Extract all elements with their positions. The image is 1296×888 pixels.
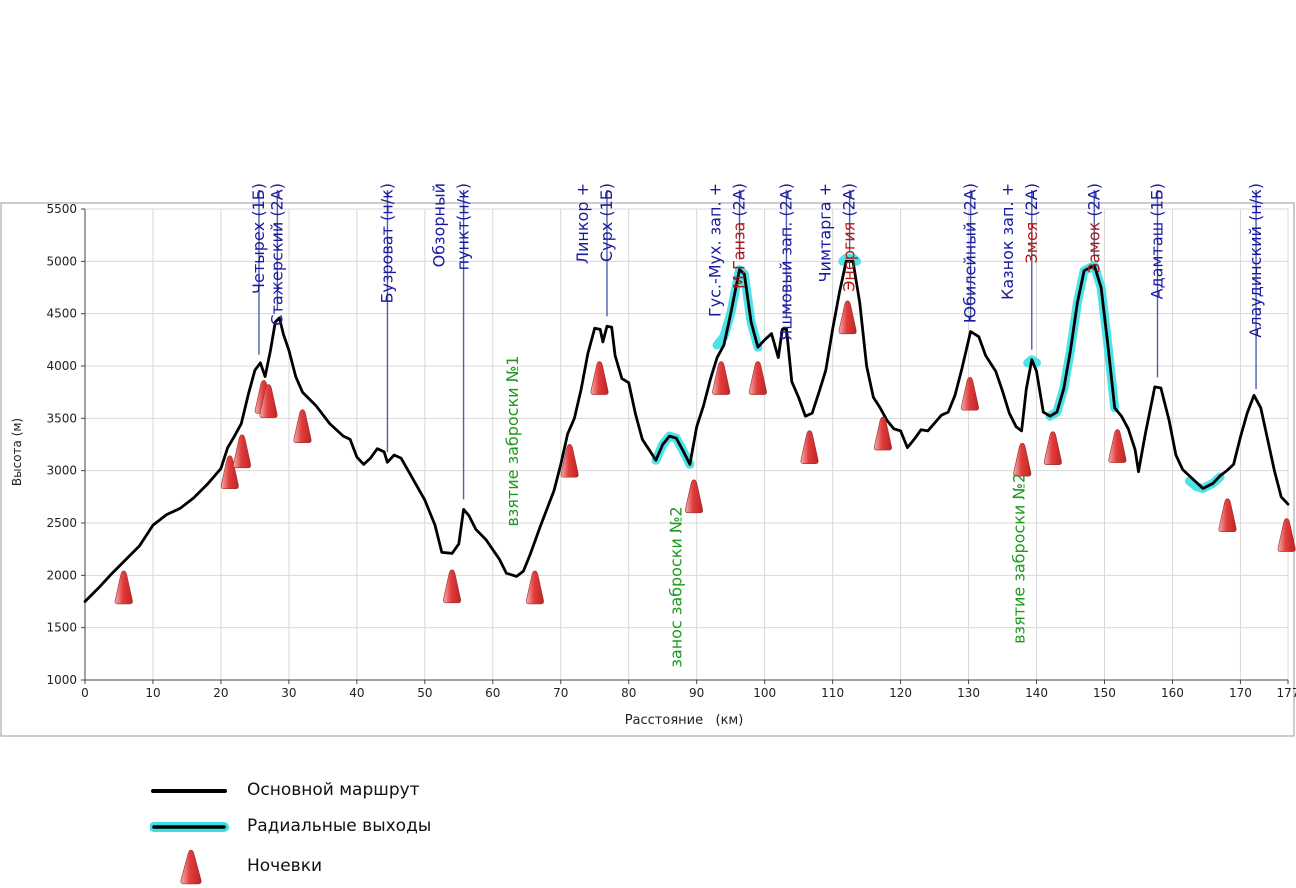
camp-marker bbox=[1043, 431, 1062, 465]
main-route bbox=[83, 259, 1290, 603]
camp-marker bbox=[748, 361, 767, 395]
legend-camp-icon bbox=[180, 849, 202, 885]
pass-pointers bbox=[258, 190, 1257, 500]
y-tick-label: 2000 bbox=[46, 568, 77, 582]
y-tick-label: 3500 bbox=[46, 411, 77, 425]
legend-item-route bbox=[150, 780, 230, 800]
x-tick-label: 20 bbox=[213, 686, 228, 700]
cache-annotation: взятие заброски №2 bbox=[1010, 473, 1029, 644]
x-tick-label: 100 bbox=[753, 686, 776, 700]
pass-label: Четырех (1Б) bbox=[249, 183, 268, 294]
y-tick-label: 1000 bbox=[46, 673, 77, 687]
camp-marker bbox=[590, 361, 609, 395]
y-tick-label: 4500 bbox=[46, 307, 77, 321]
pass-label: Энергия (2А) bbox=[840, 183, 859, 292]
camp-marker bbox=[838, 300, 857, 335]
camp-marker bbox=[259, 384, 278, 418]
camps bbox=[114, 300, 1296, 605]
y-tick-label: 1500 bbox=[46, 621, 77, 635]
pass-label: Стажерский (2А) bbox=[267, 183, 286, 326]
camp-marker bbox=[873, 416, 892, 451]
camp-marker bbox=[293, 409, 312, 444]
legend-glow-line-swatch bbox=[150, 822, 229, 832]
cache-annotations: взятие заброски №1 занос заброски №2 взяти… bbox=[503, 356, 1028, 668]
x-tick-label: 0 bbox=[81, 686, 89, 700]
x-tick-label: 30 bbox=[281, 686, 296, 700]
pass-label: Яшмовый зап. (2А) bbox=[776, 183, 795, 341]
pass-label-red-part: Змея bbox=[1022, 222, 1041, 264]
camp-marker bbox=[1218, 498, 1237, 532]
x-tick-label: 50 bbox=[417, 686, 432, 700]
camp-marker bbox=[442, 569, 462, 604]
x-tick-label: 10 bbox=[145, 686, 160, 700]
y-tick-label: 2500 bbox=[46, 516, 77, 530]
y-tick-label: 4000 bbox=[46, 359, 77, 373]
y-tick-label: 5000 bbox=[46, 254, 77, 268]
legend-item-camp bbox=[178, 848, 204, 888]
pass-label-blue-part: (2А) bbox=[730, 183, 749, 222]
pass-label: Гус.-Мух. зап. + bbox=[706, 183, 725, 317]
cache-annotation: взятие заброски №1 bbox=[503, 356, 522, 527]
camp-marker bbox=[1108, 429, 1127, 463]
x-tick-label: 150 bbox=[1093, 686, 1116, 700]
x-tick-label: 177 bbox=[1277, 686, 1296, 700]
axes: 0 10 20 30 40 50 60 70 80 90 100 110 120 130 140 150 160… bbox=[46, 202, 1296, 700]
camp-marker bbox=[114, 570, 133, 605]
pass-label: Юбилейный (2А) bbox=[961, 183, 980, 323]
pass-label: Казнок зап. + bbox=[998, 183, 1017, 300]
legend-label-route: Основной маршрут bbox=[247, 780, 420, 800]
pass-label-red-part: Энергия bbox=[840, 222, 859, 292]
x-tick-label: 160 bbox=[1161, 686, 1184, 700]
x-tick-label: 60 bbox=[485, 686, 500, 700]
pass-label-red-part: М.Ганза bbox=[730, 222, 749, 289]
pass-label: Алаудинский (н/к) bbox=[1246, 183, 1265, 338]
camp-marker bbox=[712, 361, 731, 395]
camp-marker bbox=[220, 455, 239, 490]
pass-label: пункт(н/к) bbox=[454, 183, 473, 270]
camp-marker bbox=[232, 434, 252, 469]
pass-label-blue-part: (2А) bbox=[840, 183, 859, 222]
camp-marker bbox=[560, 443, 579, 478]
cache-annotation: занос заброски №2 bbox=[666, 506, 685, 667]
pass-label: Сурх (1Б) bbox=[597, 183, 616, 262]
pass-label: Чимтарга + bbox=[816, 183, 835, 282]
route-line bbox=[83, 259, 1290, 603]
camp-marker bbox=[960, 376, 979, 411]
x-tick-label: 120 bbox=[889, 686, 912, 700]
y-axis-label: Высота (м) bbox=[10, 418, 24, 486]
legend-line-swatch bbox=[151, 789, 227, 793]
x-tick-label: 110 bbox=[821, 686, 844, 700]
pass-label-blue-part: (2А) bbox=[1084, 183, 1103, 222]
x-tick-label: 130 bbox=[957, 686, 980, 700]
x-tick-label: 90 bbox=[689, 686, 704, 700]
pass-label: Обзорный bbox=[430, 183, 449, 267]
y-tick-label: 3000 bbox=[46, 464, 77, 478]
y-tick-label: 5500 bbox=[46, 202, 77, 216]
camp-marker bbox=[1277, 518, 1296, 552]
pass-label: Замок (2А) bbox=[1084, 183, 1103, 273]
pass-label: М.Ганза (2А) bbox=[730, 183, 749, 289]
pass-label: Бузроват (н/к) bbox=[377, 183, 396, 304]
legend-label-camp: Ночевки bbox=[247, 856, 323, 876]
pass-label-red-part: Замок bbox=[1084, 221, 1103, 273]
x-tick-label: 170 bbox=[1229, 686, 1252, 700]
pass-label-blue-part: (2А) bbox=[1022, 183, 1041, 222]
pass-label: Адамташ (1Б) bbox=[1148, 183, 1167, 299]
pass-label: Змея (2А) bbox=[1022, 183, 1041, 264]
camp-marker bbox=[1013, 442, 1032, 477]
x-tick-label: 70 bbox=[553, 686, 568, 700]
x-tick-label: 40 bbox=[349, 686, 364, 700]
legend-label-radial: Радиальные выходы bbox=[247, 816, 432, 836]
radial-exit-segment bbox=[838, 253, 861, 266]
x-axis-label: Расстояние (км) bbox=[625, 713, 744, 728]
pass-labels: Четырех (1Б) Стажерский (2А) Бузроват (н/к… bbox=[249, 183, 1265, 341]
camp-marker bbox=[800, 430, 819, 464]
legend-item-radial bbox=[150, 816, 230, 836]
x-tick-label: 140 bbox=[1025, 686, 1048, 700]
camp-marker bbox=[525, 570, 544, 605]
camp-marker bbox=[684, 479, 703, 514]
x-tick-label: 80 bbox=[621, 686, 636, 700]
pass-label: Линкор + bbox=[573, 183, 592, 264]
